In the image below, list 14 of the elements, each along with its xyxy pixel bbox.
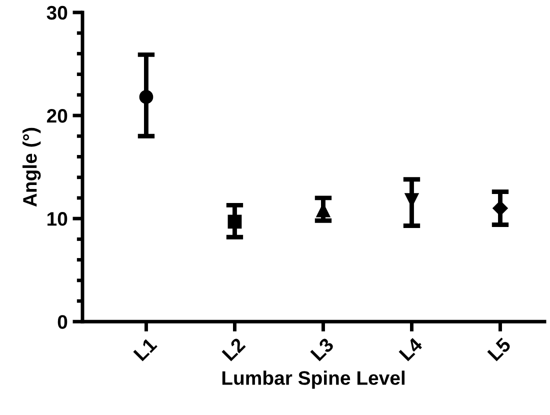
- point: [228, 214, 242, 229]
- x-axis-title: Lumbar Spine Level: [222, 370, 405, 389]
- x-tick-label: L2: [222, 337, 246, 362]
- y-tick-label: 10: [48, 212, 68, 226]
- x-tick-label: L5: [487, 337, 512, 362]
- y-axis-title: Angle (°): [22, 128, 41, 207]
- x-tick-label: L4: [398, 336, 424, 362]
- point: [139, 90, 154, 104]
- y-tick-label: 30: [46, 6, 68, 20]
- y-tick-label: 20: [46, 108, 68, 123]
- y-tick-label: 0: [58, 315, 68, 329]
- point: [492, 200, 508, 216]
- x-tick-label: L1: [133, 337, 158, 362]
- x-tick-label: L3: [310, 337, 334, 362]
